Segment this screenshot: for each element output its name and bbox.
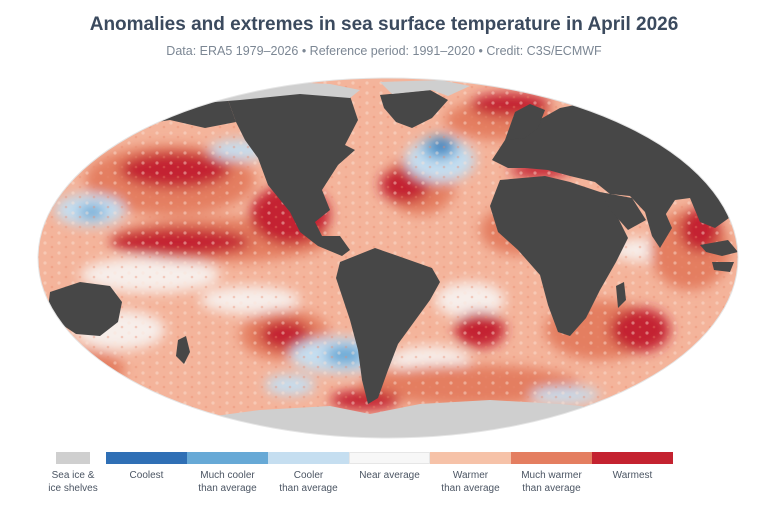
legend-ice-swatch [56,452,90,464]
legend-item: Near average [349,452,430,482]
australia [48,282,122,336]
legend-label: Near average [359,470,420,481]
legend-item: Cooler than average [268,452,349,495]
legend-ice-label: Sea ice & ice shelves [48,470,98,494]
map-subtitle: Data: ERA5 1979–2026 • Reference period:… [166,44,602,58]
legend-label: Coolest [129,470,164,481]
legend-label: Much cooler than average [198,470,257,494]
legend-item: Warmer than average [430,452,511,495]
legend-swatch [106,452,187,464]
south-america [336,248,440,404]
legend-item: Warmest [592,452,673,482]
legend-item: Much cooler than average [187,452,268,495]
greenland [380,90,448,128]
legend-swatch [349,452,430,464]
legend-label: Much warmer than average [521,470,582,494]
africa [490,176,628,336]
legend-swatch [430,452,511,464]
legend-swatch [511,452,592,464]
legend-label: Warmer than average [441,470,500,494]
legend-label: Warmest [612,470,653,481]
north-america [228,92,358,256]
legend-item: Coolest [106,452,187,482]
legend-swatch [268,452,349,464]
legend-swatch [187,452,268,464]
legend-item: Much warmer than average [511,452,592,495]
legend: Sea ice & ice shelves Coolest Much cooler… [44,452,734,512]
map-title: Anomalies and extremes in sea surface te… [89,14,679,35]
legend-ice: Sea ice & ice shelves [44,452,102,495]
legend-label: Cooler than average [279,470,338,494]
legend-swatch [592,452,673,464]
